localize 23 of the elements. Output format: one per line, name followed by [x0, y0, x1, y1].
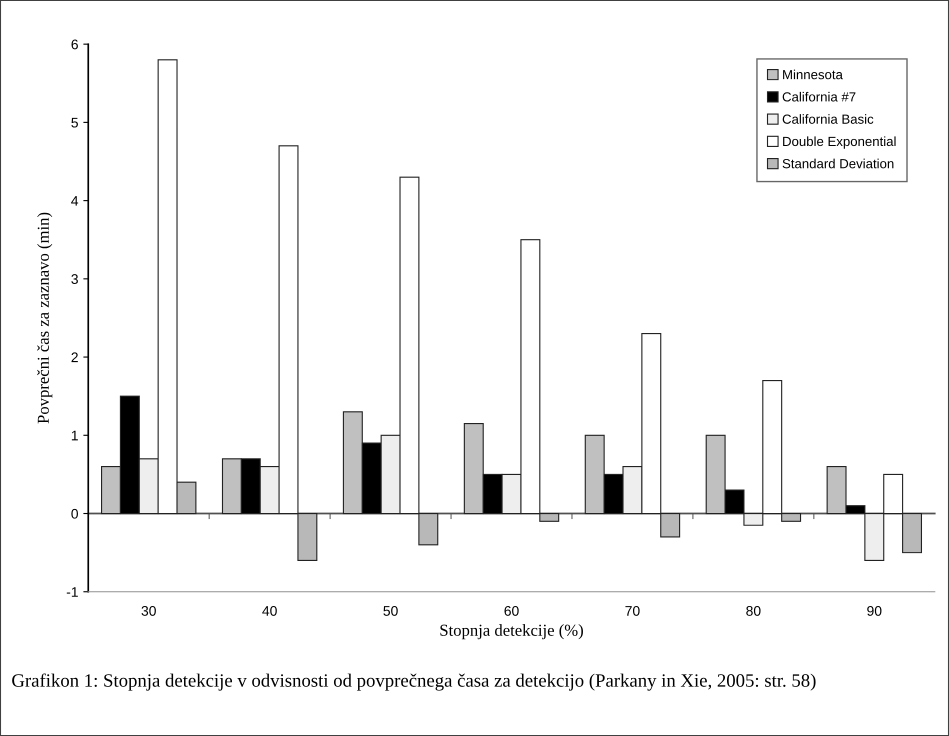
x-axis-title: Stopnja detekcije (%): [440, 624, 583, 640]
x-tick-label: 50: [383, 606, 398, 616]
text: Grafikon 1: Stopnja detekcije v odvisnosti od povprečnega časa za detekcijo (Parkany in Xie, 2005: str. 58): [12, 673, 816, 691]
y-tick-label: 2: [72, 352, 78, 362]
y-tick-label: -1: [66, 587, 78, 597]
x-tick-label: 90: [867, 606, 882, 616]
legend-label: California Basic: [782, 114, 874, 124]
x-tick-label: 40: [262, 606, 277, 616]
x-tick-label: 70: [625, 606, 640, 616]
legend-label: California #7: [782, 92, 856, 102]
legend-label: Double Exponential: [783, 136, 896, 149]
y-tick-label: 0: [71, 508, 78, 519]
x-tick-label: 60: [504, 606, 519, 616]
y-tick-label: 4: [71, 196, 78, 206]
x-tick-label: 30: [142, 606, 156, 616]
y-tick-label: 6: [72, 39, 78, 50]
legend-label: Minnesota: [783, 70, 843, 80]
y-axis-title: Povprečni čas za zaznavo (min): [37, 212, 52, 424]
y-tick-label: 5: [71, 118, 78, 128]
legend-label: Standard Deviation: [782, 158, 894, 168]
y-tick-label: 1: [72, 430, 78, 440]
y-tick-label: 3: [71, 274, 78, 284]
x-tick-label: 80: [746, 606, 761, 616]
